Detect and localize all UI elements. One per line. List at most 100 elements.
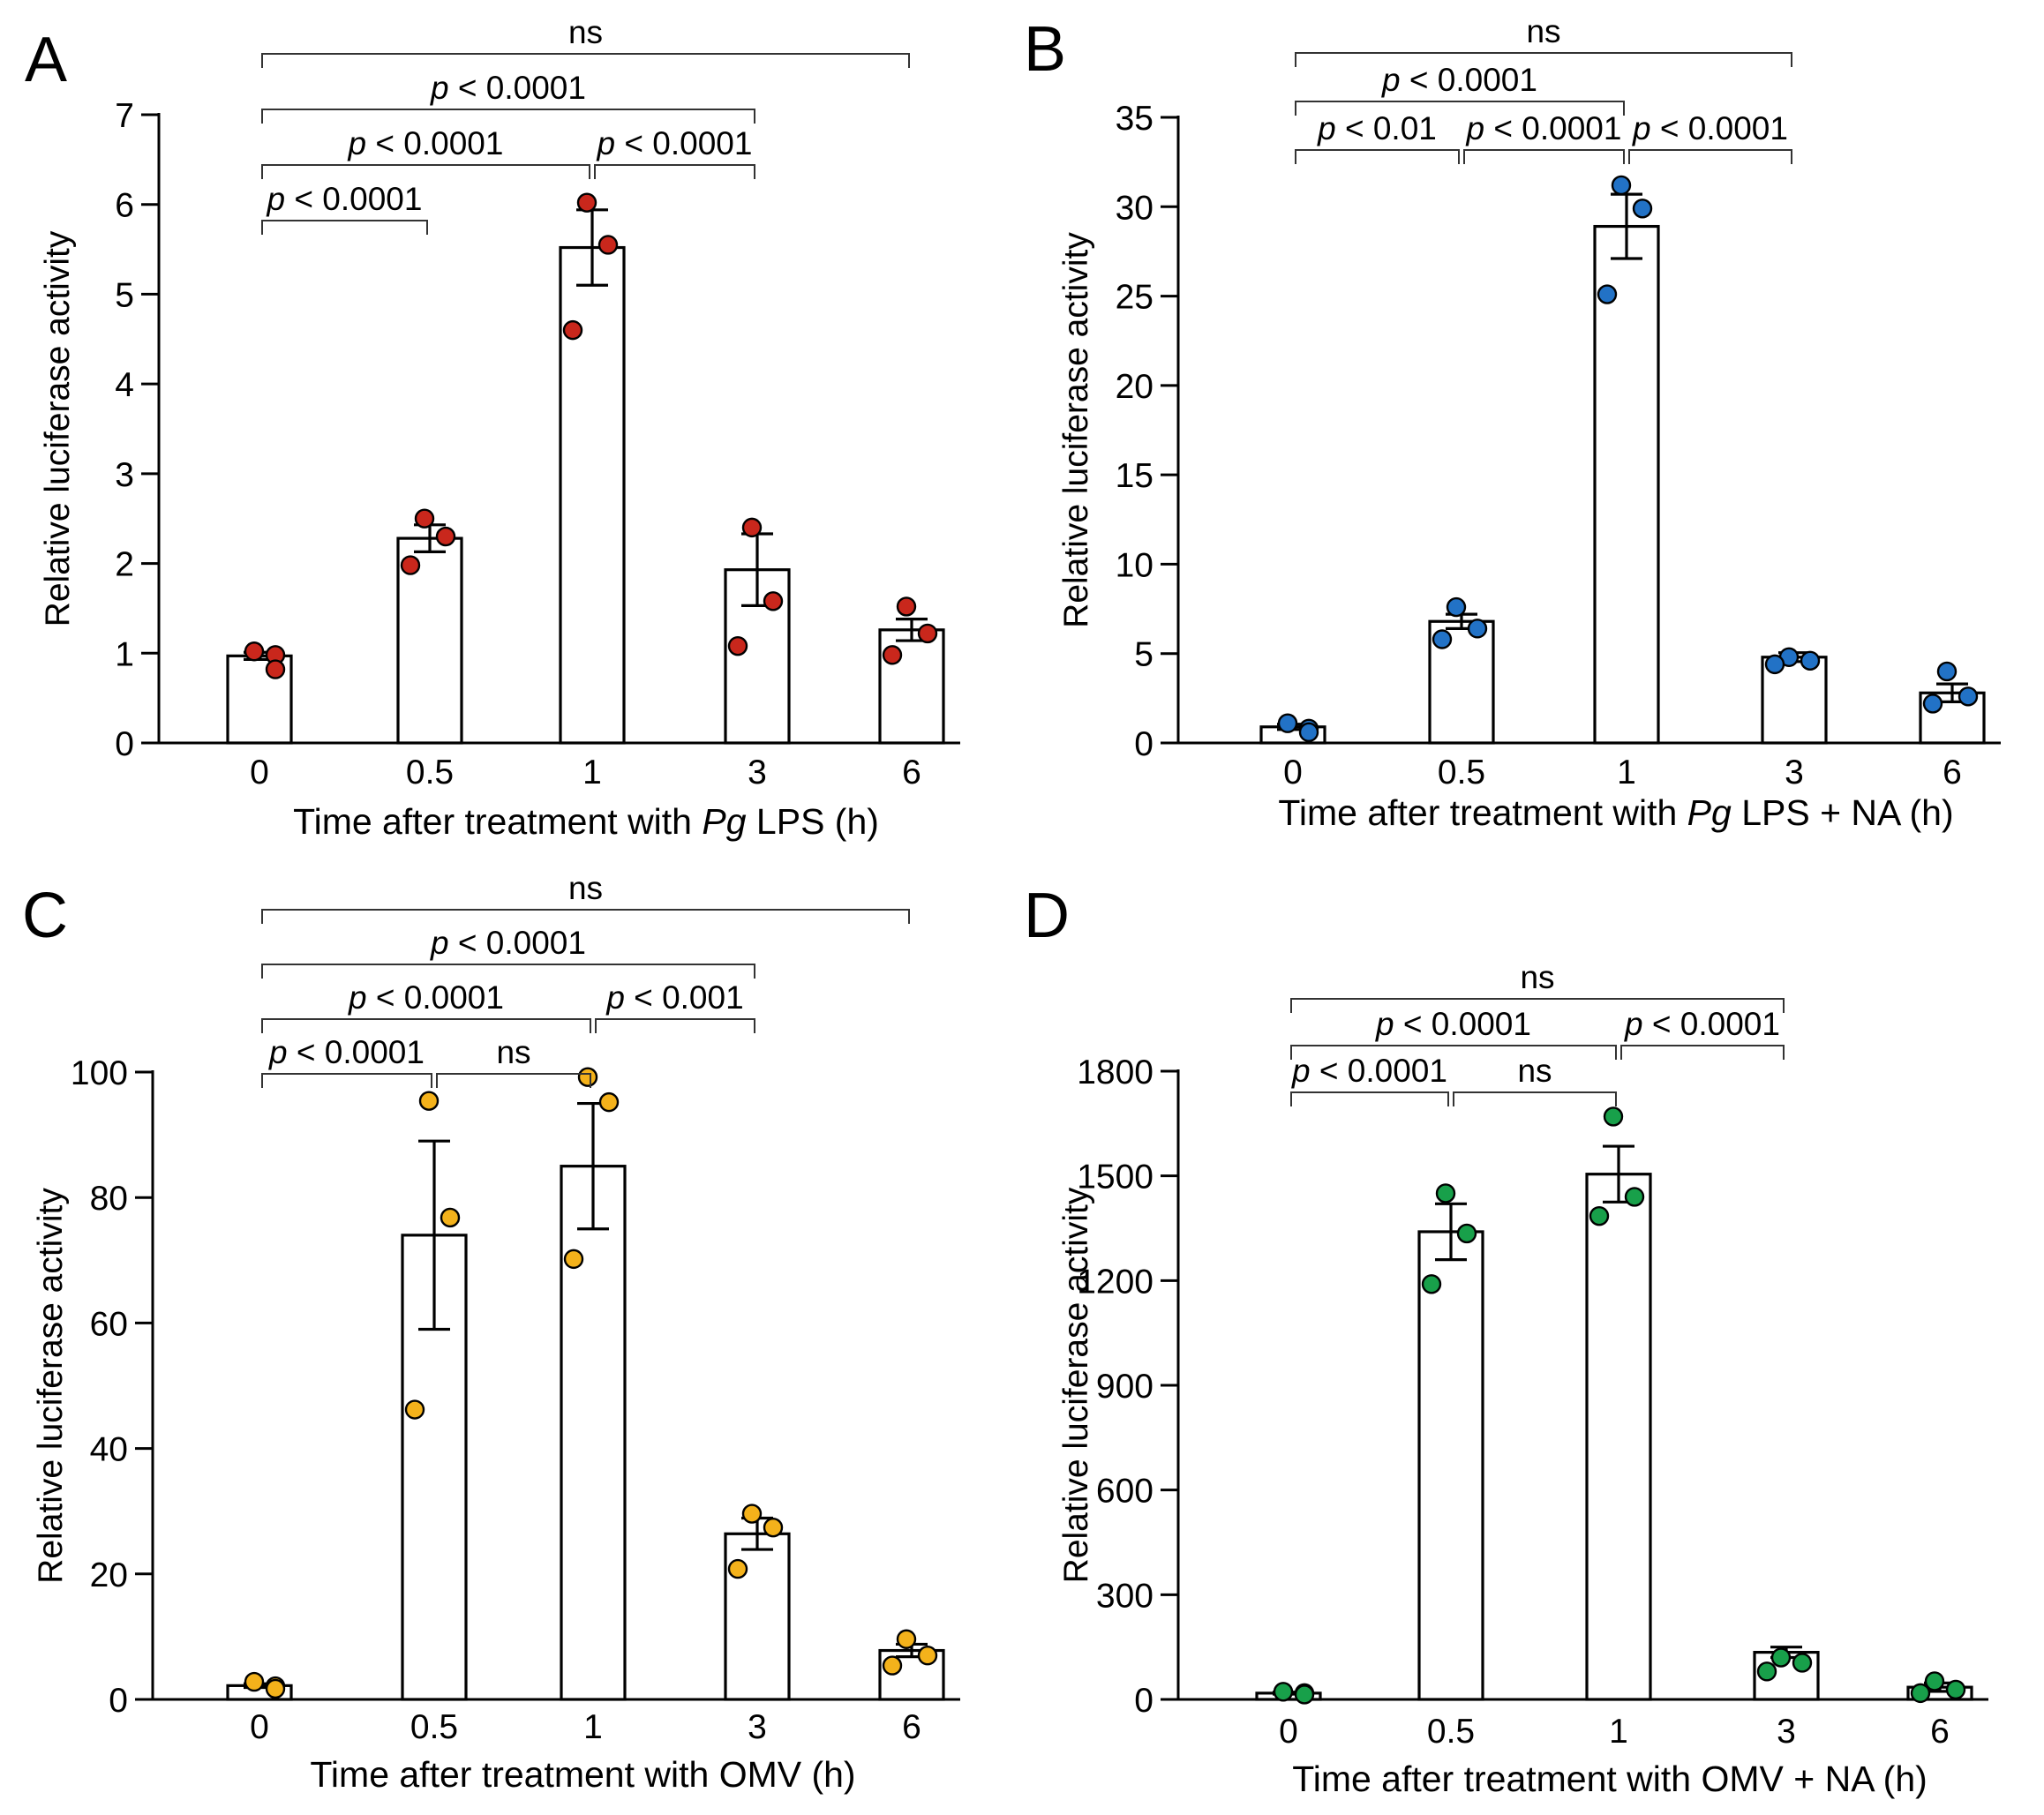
significance-bracket: [261, 220, 428, 235]
x-tick-label: 6: [902, 754, 921, 791]
data-point: [1446, 596, 1467, 618]
x-axis-label: Time after treatment with OMV (h): [310, 1754, 855, 1795]
significance-label: p < 0.0001: [1291, 1053, 1447, 1089]
data-point: [562, 319, 583, 341]
x-axis-label-italic: Pg: [702, 801, 746, 842]
y-tick-label: 30: [1116, 189, 1154, 227]
significance-bracket: [1620, 1045, 1785, 1060]
y-tick-label: 0: [109, 1682, 128, 1720]
data-point: [882, 1655, 903, 1676]
y-tick-label: 900: [1096, 1368, 1154, 1406]
p-value-text: < 0.0001: [1651, 110, 1788, 146]
data-point: [1467, 619, 1488, 639]
x-axis-label-part: Time after treatment with: [293, 801, 702, 842]
p-value-text: < 0.0001: [1484, 110, 1621, 146]
data-point: [896, 1629, 917, 1649]
p-symbol: p: [1317, 110, 1336, 146]
significance-label: p < 0.01: [1317, 110, 1437, 146]
data-point: [563, 1249, 584, 1270]
panel-letter: D: [1024, 881, 1070, 951]
data-point: [917, 623, 938, 644]
significance-bracket: [1463, 149, 1625, 164]
p-value-text: < 0.0001: [615, 125, 752, 161]
y-tick-label: 15: [1116, 457, 1154, 495]
significance-label: ns: [1526, 13, 1560, 49]
p-symbol: p: [430, 70, 449, 106]
significance-bracket: [1628, 149, 1792, 164]
data-point: [763, 1517, 784, 1538]
data-point: [577, 1067, 598, 1087]
y-tick-label: 4: [115, 366, 134, 404]
y-axis-label: Relative luciferase activity: [32, 1188, 70, 1584]
x-axis-label: Time after treatment with Pg LPS + NA (h…: [1278, 792, 1953, 833]
p-value-text: < 0.0001: [449, 925, 586, 961]
y-tick-label: 1200: [1077, 1263, 1154, 1301]
panel-letter: A: [25, 25, 67, 95]
data-point: [1924, 1671, 1945, 1691]
data-point: [576, 192, 597, 213]
data-point: [414, 508, 435, 529]
p-symbol: p: [1381, 62, 1401, 98]
significance-label: p < 0.0001: [1632, 110, 1788, 146]
significance-label: p < 0.0001: [267, 181, 423, 217]
data-point: [741, 1504, 763, 1524]
significance-bracket: [594, 164, 755, 179]
y-tick-label: 10: [1116, 546, 1154, 584]
data-point: [1910, 1683, 1931, 1704]
x-axis-label: Time after treatment with Pg LPS (h): [293, 801, 879, 842]
data-point: [244, 1671, 265, 1692]
y-tick-label: 7: [115, 97, 134, 135]
x-axis-label: Time after treatment with OMV + NA (h): [1292, 1759, 1928, 1799]
y-axis-label: Relative luciferase activity: [1057, 1187, 1095, 1583]
significance-bracket: [261, 1018, 591, 1033]
data-point: [1603, 1106, 1624, 1127]
significance-bracket: [1295, 52, 1792, 67]
p-symbol: p: [597, 125, 616, 161]
data-point: [598, 1091, 620, 1113]
x-tick-label: 0.5: [410, 1708, 458, 1746]
significance-label: p < 0.0001: [268, 1034, 425, 1070]
x-axis-label-part: LPS (h): [747, 801, 879, 842]
bar: [878, 628, 945, 745]
x-tick-label: 0: [250, 754, 269, 791]
data-point: [1611, 175, 1632, 196]
significance-bracket: [261, 53, 910, 68]
y-tick-label: 3: [115, 456, 134, 494]
significance-bracket: [1290, 998, 1785, 1013]
y-tick-label: 1500: [1077, 1159, 1154, 1196]
data-point: [1792, 1653, 1813, 1673]
significance-bracket: [1290, 1091, 1449, 1106]
x-tick-label: 0: [250, 1708, 269, 1746]
data-point: [1958, 686, 1979, 707]
y-tick-label: 0: [1134, 725, 1154, 763]
p-value-text: < 0.0001: [1401, 62, 1537, 98]
x-tick-label: 1: [582, 754, 602, 791]
data-point: [435, 526, 456, 547]
y-tick-label: 5: [115, 276, 134, 314]
p-symbol: p: [1466, 110, 1485, 146]
p-symbol: p: [430, 925, 449, 961]
x-tick-label: 6: [1943, 754, 1962, 791]
significance-label: p < 0.0001: [597, 125, 753, 161]
significance-bracket: [261, 164, 590, 179]
significance-bracket: [1453, 1091, 1617, 1106]
data-point: [917, 1646, 938, 1666]
p-symbol: p: [1624, 1006, 1643, 1042]
significance-label: p < 0.001: [605, 979, 743, 1016]
x-axis-label-part: Time after treatment with OMV + NA (h): [1292, 1759, 1928, 1799]
significance-label: p < 0.0001: [1624, 1006, 1780, 1042]
panel-d: D 0 300 600 900 1200 1500 1800 Relative lucifera…: [1024, 881, 1988, 1799]
p-value-text: ns: [496, 1034, 530, 1070]
y-tick-label: 20: [90, 1556, 128, 1594]
y-tick-label: 1800: [1077, 1054, 1154, 1091]
p-symbol: p: [1291, 1053, 1311, 1089]
p-symbol: p: [267, 181, 286, 217]
x-tick-label: 1: [1617, 754, 1636, 791]
y-axis-label: Relative luciferase activity: [1057, 232, 1095, 628]
data-point: [418, 1091, 440, 1111]
y-tick-label: 0: [115, 725, 134, 763]
p-value-text: < 0.0001: [285, 181, 422, 217]
